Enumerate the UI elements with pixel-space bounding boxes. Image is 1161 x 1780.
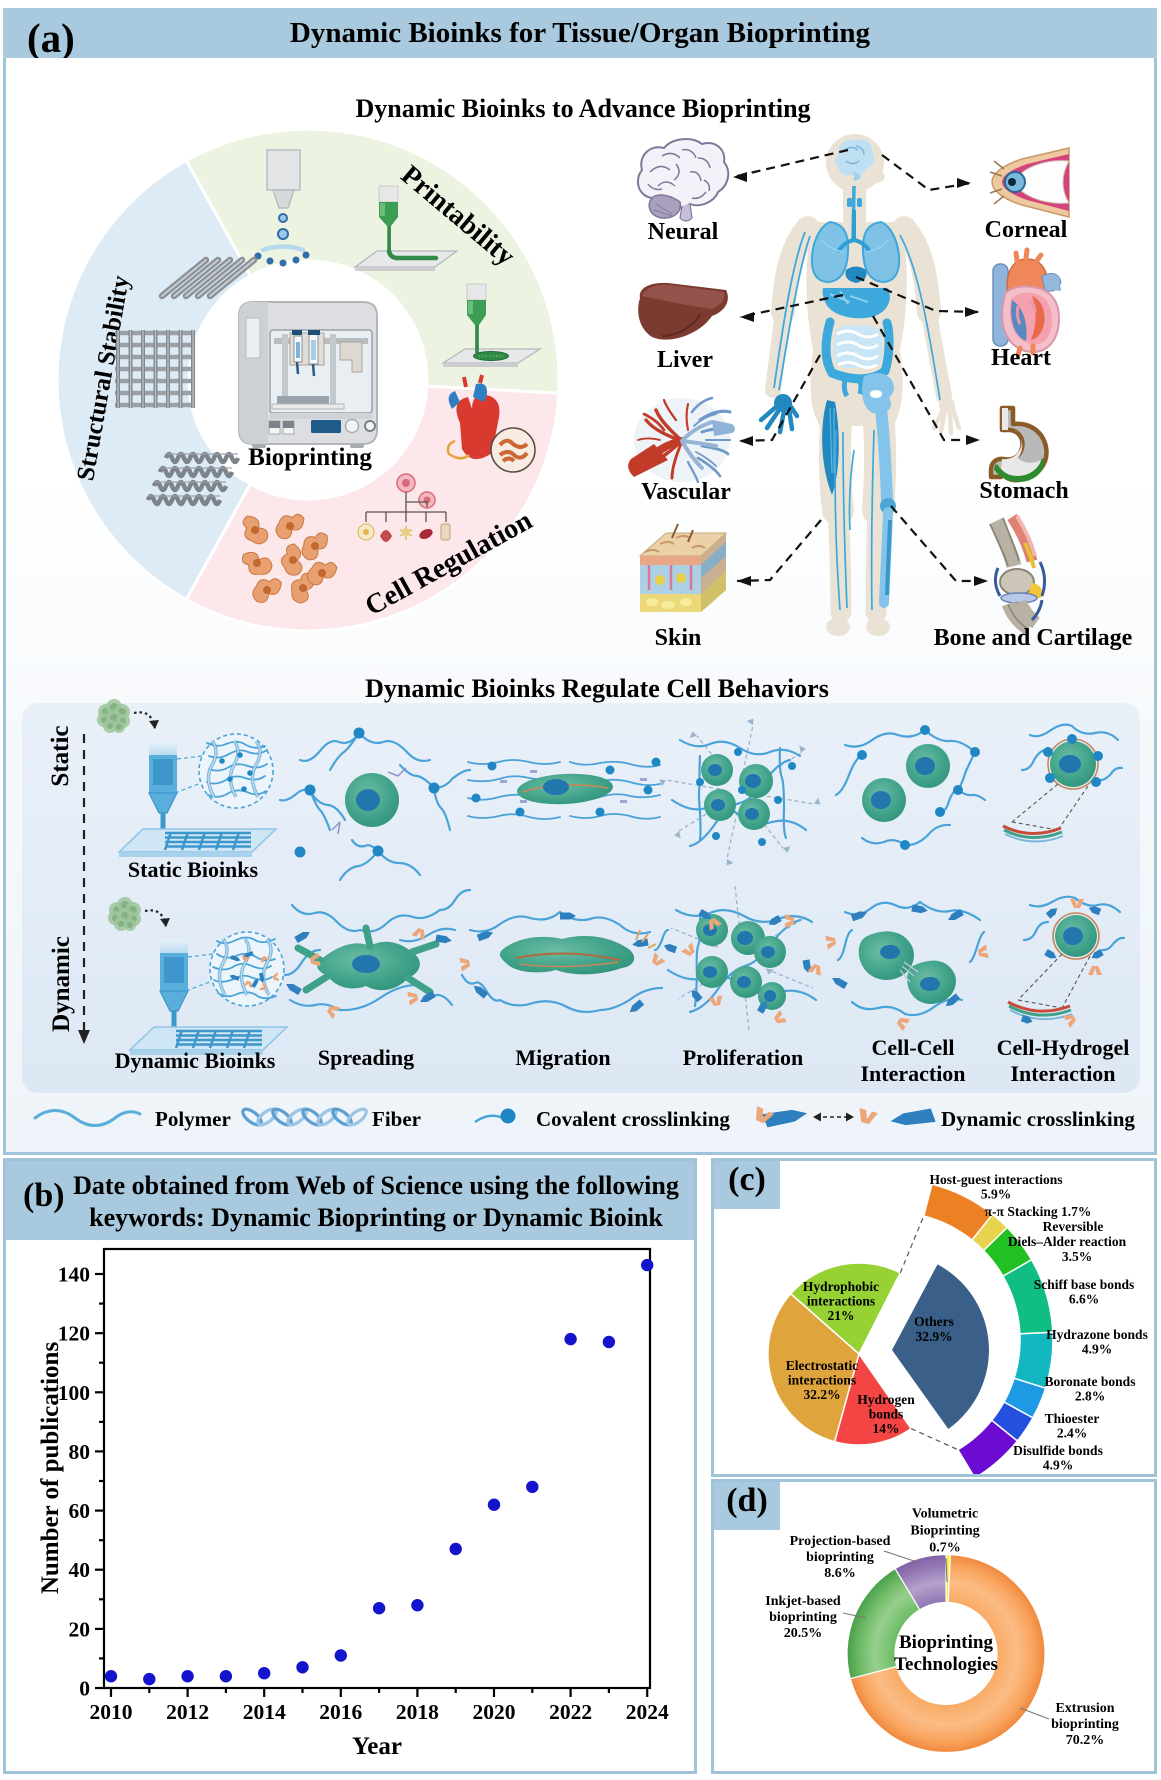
svg-text:32.9%: 32.9% [915,1329,952,1344]
svg-text:Static Bioinks: Static Bioinks [128,857,259,882]
svg-text:Thioester: Thioester [1045,1411,1100,1426]
svg-text:Spreading: Spreading [318,1045,414,1070]
svg-text:0.7%: 0.7% [929,1541,961,1556]
svg-text:Interaction: Interaction [1010,1061,1115,1086]
svg-text:Bioprinting: Bioprinting [248,444,372,471]
svg-text:Bioprinting: Bioprinting [899,1632,993,1653]
svg-text:π-π Stacking 1.7%: π-π Stacking 1.7% [985,1204,1092,1219]
svg-text:0: 0 [79,1677,90,1701]
svg-text:8.6%: 8.6% [824,1566,856,1581]
svg-text:2010: 2010 [90,1700,133,1724]
svg-text:Dynamic crosslinking: Dynamic crosslinking [941,1107,1135,1131]
svg-text:Neural: Neural [648,219,719,245]
svg-text:Hydrazone bonds: Hydrazone bonds [1046,1327,1148,1342]
svg-text:Inkjet-based: Inkjet-based [765,1594,841,1609]
svg-text:2.8%: 2.8% [1075,1389,1105,1404]
svg-text:2012: 2012 [166,1700,209,1724]
svg-text:Covalent crosslinking: Covalent crosslinking [536,1107,730,1131]
svg-text:interactions: interactions [788,1373,856,1388]
svg-text:Polymer: Polymer [155,1107,231,1131]
svg-text:Dynamic Bioinks: Dynamic Bioinks [115,1048,276,1073]
svg-text:Boronate bonds: Boronate bonds [1045,1374,1136,1389]
svg-text:Technologies: Technologies [894,1654,998,1675]
svg-text:bioprinting: bioprinting [769,1610,837,1625]
svg-text:21%: 21% [828,1308,855,1323]
svg-text:120: 120 [58,1322,90,1346]
svg-text:Number of publications: Number of publications [37,1342,64,1595]
svg-text:Bioprinting: Bioprinting [910,1524,979,1539]
svg-text:interactions: interactions [807,1294,875,1309]
svg-text:Liver: Liver [657,347,713,373]
svg-text:Cell-Cell: Cell-Cell [871,1035,954,1060]
svg-text:Year: Year [352,1733,402,1760]
svg-text:Migration: Migration [515,1045,610,1070]
svg-text:2014: 2014 [243,1700,286,1724]
svg-text:Skin: Skin [655,625,702,651]
svg-text:70.2%: 70.2% [1066,1733,1105,1748]
svg-text:Schiff base bonds: Schiff base bonds [1034,1277,1135,1292]
svg-text:bioprinting: bioprinting [1051,1717,1119,1732]
svg-text:100: 100 [58,1381,90,1405]
svg-text:20.5%: 20.5% [784,1626,823,1641]
svg-text:2016: 2016 [319,1700,362,1724]
svg-text:2018: 2018 [396,1700,439,1724]
svg-text:Host-guest interactions: Host-guest interactions [929,1172,1062,1187]
svg-text:60: 60 [69,1499,91,1523]
svg-text:80: 80 [69,1440,91,1464]
svg-text:4.9%: 4.9% [1082,1342,1112,1357]
svg-text:Volumetric: Volumetric [912,1507,978,1522]
svg-text:Others: Others [914,1314,954,1329]
svg-text:Stomach: Stomach [979,478,1068,504]
svg-text:Hydrophobic: Hydrophobic [803,1279,879,1294]
svg-text:Electrostatic: Electrostatic [786,1358,858,1373]
svg-text:2020: 2020 [473,1700,516,1724]
svg-text:Extrusion: Extrusion [1055,1701,1114,1716]
svg-text:3.5%: 3.5% [1062,1249,1092,1264]
svg-text:Projection-based: Projection-based [790,1534,891,1549]
svg-text:Cell-Hydrogel: Cell-Hydrogel [997,1035,1130,1060]
svg-text:40: 40 [69,1558,91,1582]
svg-text:Hydrogen: Hydrogen [857,1392,915,1407]
svg-text:Reversible: Reversible [1043,1219,1104,1234]
svg-text:Interaction: Interaction [860,1061,965,1086]
svg-text:4.9%: 4.9% [1043,1458,1073,1473]
svg-text:2024: 2024 [626,1700,669,1724]
svg-text:Vascular: Vascular [641,479,731,505]
svg-text:6.6%: 6.6% [1069,1292,1099,1307]
svg-text:Dynamic: Dynamic [48,936,75,1032]
svg-text:bonds: bonds [869,1407,904,1422]
svg-text:5.9%: 5.9% [981,1187,1011,1202]
svg-text:20: 20 [69,1617,91,1641]
svg-text:Proliferation: Proliferation [683,1045,804,1070]
svg-text:Fiber: Fiber [372,1107,421,1131]
svg-text:Static: Static [47,725,74,786]
svg-text:Heart: Heart [991,345,1051,371]
svg-text:2.4%: 2.4% [1057,1426,1087,1441]
svg-text:32.2%: 32.2% [803,1387,840,1402]
svg-text:Corneal: Corneal [985,217,1068,243]
svg-text:14%: 14% [873,1421,900,1436]
svg-text:Bone and Cartilage: Bone and Cartilage [934,625,1133,651]
svg-text:Diels–Alder reaction: Diels–Alder reaction [1008,1234,1127,1249]
svg-text:140: 140 [58,1263,90,1287]
svg-text:2022: 2022 [549,1700,592,1724]
svg-text:bioprinting: bioprinting [806,1550,874,1565]
svg-text:Disulfide bonds: Disulfide bonds [1013,1443,1103,1458]
